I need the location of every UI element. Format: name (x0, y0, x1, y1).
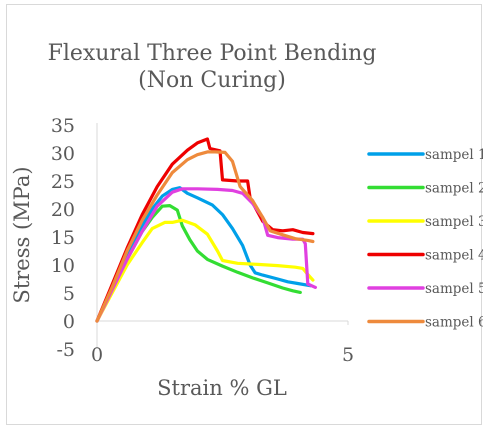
legend-label-1: sampel 1 (425, 147, 483, 163)
y-tick-label: -5 (56, 339, 75, 361)
y-tick-label: 30 (51, 143, 75, 165)
series-line-5 (95, 187, 317, 323)
x-tick-label: 5 (342, 344, 354, 366)
y-tick-label: 35 (51, 115, 75, 137)
legend-label-3: sampel 3 (425, 214, 483, 230)
y-tick-label: 15 (51, 227, 75, 249)
legend: sampel 1 sampel 2 sampel 3 sampel 4 sampel 5… (367, 147, 483, 331)
legend-label-2: sampel 2 (425, 181, 483, 197)
legend-label-5: sampel 5 (425, 281, 483, 297)
chart-frame: Flexural Three Point Bending (Non Curing… (6, 4, 483, 425)
y-axis-label: Stress (MPa) (10, 166, 34, 303)
series-line-6 (95, 150, 315, 323)
y-tick-label: 10 (51, 255, 75, 277)
legend-label-6: sampel 6 (425, 315, 483, 331)
series-layer (95, 137, 317, 323)
x-tick-label: 0 (91, 344, 103, 366)
axes-layer: -5 0 5 10 15 20 25 30 35 0 5 (51, 115, 354, 366)
series-line-3 (95, 218, 315, 323)
chart-svg: Flexural Three Point Bending (Non Curing… (10, 41, 483, 400)
series-line-1 (95, 186, 312, 323)
series-line-4 (95, 137, 315, 323)
y-tick-label: 20 (51, 199, 75, 221)
legend-label-4: sampel 4 (425, 248, 483, 264)
y-tick-label: 0 (63, 311, 75, 333)
chart-title: Flexural Three Point Bending (48, 41, 377, 66)
y-tick-label: 25 (51, 171, 75, 193)
chart-subtitle: (Non Curing) (138, 68, 286, 93)
x-axis-label: Strain % GL (157, 376, 287, 400)
y-tick-label: 5 (63, 283, 75, 305)
